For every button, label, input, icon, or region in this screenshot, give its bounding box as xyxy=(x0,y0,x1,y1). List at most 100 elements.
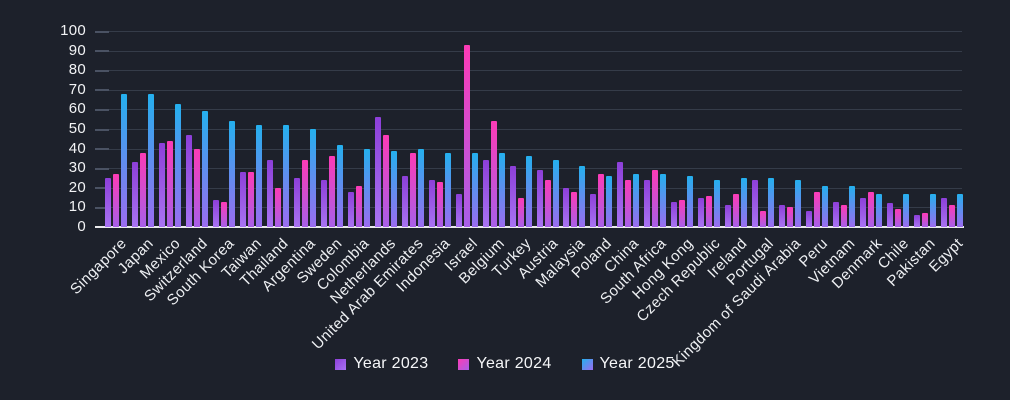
bar[interactable] xyxy=(806,211,813,227)
bar[interactable] xyxy=(274,188,281,227)
bar[interactable] xyxy=(725,205,732,227)
bar[interactable] xyxy=(201,111,208,227)
bar[interactable] xyxy=(941,198,948,227)
bar[interactable] xyxy=(876,194,883,227)
bar[interactable] xyxy=(347,192,354,227)
bar[interactable] xyxy=(417,149,424,227)
bar[interactable] xyxy=(436,182,443,227)
bar[interactable] xyxy=(301,160,308,227)
bar[interactable] xyxy=(113,174,119,227)
bar[interactable] xyxy=(544,180,551,227)
legend-item[interactable]: Year 2024 xyxy=(458,355,551,373)
bar[interactable] xyxy=(571,192,578,227)
legend-item[interactable]: Year 2023 xyxy=(335,355,428,373)
bar[interactable] xyxy=(660,174,667,227)
bar[interactable] xyxy=(255,125,262,227)
bar[interactable] xyxy=(903,194,910,227)
bar[interactable] xyxy=(455,194,462,227)
bar[interactable] xyxy=(795,180,802,227)
bar[interactable] xyxy=(552,160,559,227)
bar[interactable] xyxy=(320,180,327,227)
bar[interactable] xyxy=(471,153,478,227)
bar[interactable] xyxy=(644,180,651,227)
bar[interactable] xyxy=(787,207,794,227)
bar[interactable] xyxy=(509,166,516,227)
bar[interactable] xyxy=(482,160,489,227)
bar[interactable] xyxy=(131,162,138,227)
bar[interactable] xyxy=(714,180,721,227)
bar[interactable] xyxy=(139,153,146,227)
bar[interactable] xyxy=(536,170,543,227)
bar[interactable] xyxy=(563,188,570,227)
bar[interactable] xyxy=(860,198,867,227)
bar[interactable] xyxy=(679,200,686,227)
bar[interactable] xyxy=(105,178,111,227)
bar[interactable] xyxy=(698,198,705,227)
bar[interactable] xyxy=(930,194,937,227)
bar[interactable] xyxy=(849,186,856,227)
bar[interactable] xyxy=(617,162,624,227)
bar[interactable] xyxy=(949,205,956,227)
bar[interactable] xyxy=(598,174,605,227)
bar[interactable] xyxy=(463,45,470,227)
bar[interactable] xyxy=(309,129,316,227)
bar[interactable] xyxy=(166,141,173,227)
bar[interactable] xyxy=(822,186,829,227)
bar[interactable] xyxy=(228,121,235,227)
bar[interactable] xyxy=(752,180,759,227)
bar[interactable] xyxy=(490,121,497,227)
bar[interactable] xyxy=(382,135,389,227)
bar[interactable] xyxy=(814,192,821,227)
bar[interactable] xyxy=(390,151,397,227)
bar[interactable] xyxy=(652,170,659,227)
bar[interactable] xyxy=(293,178,300,227)
bar[interactable] xyxy=(868,192,875,227)
bar[interactable] xyxy=(498,153,505,227)
bar[interactable] xyxy=(121,94,127,227)
bar[interactable] xyxy=(185,135,192,227)
bar[interactable] xyxy=(841,205,848,227)
bar[interactable] xyxy=(247,172,254,227)
bar[interactable] xyxy=(914,215,921,227)
legend-item[interactable]: Year 2025 xyxy=(581,355,675,373)
bar[interactable] xyxy=(760,211,767,227)
bar[interactable] xyxy=(579,166,586,227)
bar[interactable] xyxy=(633,174,640,227)
bar[interactable] xyxy=(706,196,713,227)
bar[interactable] xyxy=(606,176,613,227)
bar[interactable] xyxy=(887,203,894,227)
bar[interactable] xyxy=(922,213,929,227)
bar[interactable] xyxy=(768,178,775,227)
bar[interactable] xyxy=(212,200,219,227)
gridline xyxy=(95,129,962,130)
bar[interactable] xyxy=(779,205,786,227)
bar[interactable] xyxy=(401,176,408,227)
bar[interactable] xyxy=(147,94,154,227)
bar[interactable] xyxy=(444,153,451,227)
bar[interactable] xyxy=(266,160,273,227)
bar[interactable] xyxy=(193,149,200,227)
bar[interactable] xyxy=(328,156,335,227)
bar[interactable] xyxy=(525,156,532,227)
bar[interactable] xyxy=(174,104,181,227)
bar[interactable] xyxy=(895,209,902,227)
bar[interactable] xyxy=(239,172,246,227)
bar[interactable] xyxy=(363,149,370,227)
bar[interactable] xyxy=(355,186,362,227)
bar[interactable] xyxy=(833,202,840,227)
bar[interactable] xyxy=(741,178,748,227)
bar[interactable] xyxy=(957,194,964,227)
bar[interactable] xyxy=(409,153,416,227)
bar[interactable] xyxy=(625,180,632,227)
bar[interactable] xyxy=(428,180,435,227)
bar[interactable] xyxy=(158,143,165,227)
bar[interactable] xyxy=(733,194,740,227)
bar[interactable] xyxy=(590,194,597,227)
bar[interactable] xyxy=(282,125,289,227)
bar[interactable] xyxy=(517,198,524,227)
bar[interactable] xyxy=(671,202,678,227)
bar[interactable] xyxy=(336,145,343,227)
bar[interactable] xyxy=(220,202,227,227)
bar[interactable] xyxy=(374,117,381,227)
bar[interactable] xyxy=(687,176,694,227)
